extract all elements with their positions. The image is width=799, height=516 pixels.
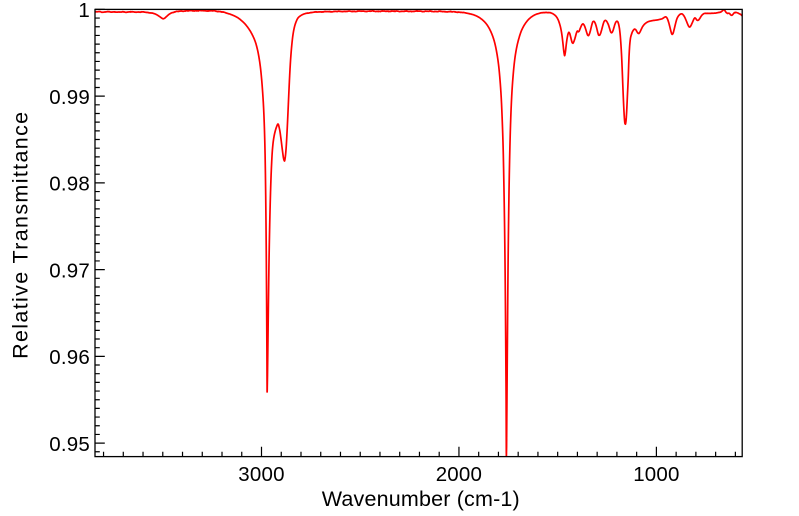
svg-text:1000: 1000: [633, 463, 679, 486]
svg-text:Wavenumber (cm-1): Wavenumber (cm-1): [322, 487, 520, 511]
svg-text:1: 1: [78, 0, 90, 22]
svg-text:Relative Transmittance: Relative Transmittance: [9, 111, 33, 359]
svg-text:0.98: 0.98: [49, 173, 90, 196]
svg-text:0.99: 0.99: [49, 86, 90, 109]
svg-text:0.96: 0.96: [49, 346, 90, 369]
svg-text:0.95: 0.95: [49, 433, 90, 456]
svg-text:0.97: 0.97: [49, 259, 90, 282]
svg-text:3000: 3000: [238, 463, 284, 486]
svg-text:2000: 2000: [436, 463, 482, 486]
